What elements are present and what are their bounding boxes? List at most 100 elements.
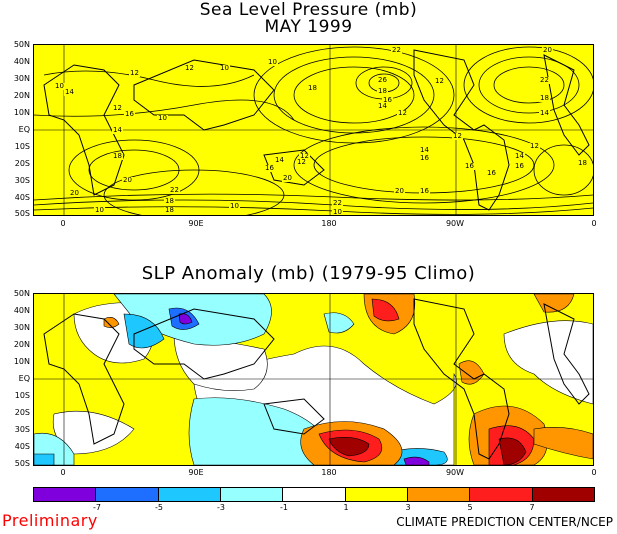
contour-label: 16	[486, 169, 497, 177]
contour-label: 14	[377, 102, 388, 110]
contour-label: 22	[332, 199, 343, 207]
contour-label: 18	[307, 84, 318, 92]
lat-label: 20N	[13, 91, 30, 100]
contour-label: 14	[514, 152, 525, 160]
lon-label: 0	[60, 219, 66, 228]
lat-label: 20S	[14, 159, 30, 168]
contour-label: 14	[64, 88, 75, 96]
anomaly-colorbar	[33, 487, 595, 502]
contour-label: 10	[94, 206, 105, 214]
lon-label: 90W	[445, 468, 465, 477]
colorbar-swatch	[345, 488, 408, 501]
contour-label: 20	[542, 46, 553, 54]
colorbar-tick-label: -5	[155, 503, 163, 512]
lat-label: 20S	[14, 408, 30, 417]
contour-label: 12	[299, 152, 310, 160]
top-map-title: Sea Level Pressure (mb)	[199, 0, 418, 20]
lon-label: 90E	[188, 468, 204, 477]
contour-label: 10	[54, 82, 65, 90]
colorbar-swatch	[158, 488, 221, 501]
contour-label: 18	[164, 206, 175, 214]
contour-label: 14	[112, 126, 123, 134]
contour-label: 12	[184, 64, 195, 72]
anomaly-map-svg	[34, 294, 593, 465]
contour-label: 12	[129, 69, 140, 77]
lat-label: 30N	[13, 74, 30, 83]
colorbar-swatch	[96, 488, 159, 501]
contour-label: 14	[539, 109, 550, 117]
contour-label: 16	[514, 162, 525, 170]
contour-label: 14	[274, 156, 285, 164]
contour-label: 26	[377, 76, 388, 84]
lat-label: 30S	[14, 176, 30, 185]
colorbar-swatch	[532, 488, 594, 501]
lat-label: 20N	[13, 340, 30, 349]
lat-label: 50S	[14, 209, 30, 218]
contour-label: 16	[264, 164, 275, 172]
lat-label: 50N	[13, 289, 30, 298]
lon-label: 90W	[445, 219, 465, 228]
contour-label: 10	[267, 58, 278, 66]
contour-label: 18	[377, 87, 388, 95]
lat-label: 30N	[13, 323, 30, 332]
contour-label: 20	[394, 187, 405, 195]
colorbar-tick-label: 7	[529, 503, 535, 512]
contour-label: 20	[69, 189, 80, 197]
contour-label: 12	[112, 104, 123, 112]
lon-label: 0	[591, 468, 597, 477]
contour-label: 14	[419, 146, 430, 154]
colorbar-tick-label: -1	[280, 503, 288, 512]
slp-map-svg	[34, 45, 593, 215]
contour-label: 18	[539, 94, 550, 102]
contour-label: 10	[229, 202, 240, 210]
colorbar-swatch	[407, 488, 471, 501]
lat-label: 50N	[13, 40, 30, 49]
colorbar-tick-label: 1	[343, 503, 349, 512]
contour-label: 16	[464, 162, 475, 170]
contour-label: 12	[434, 77, 445, 85]
contour-label: 18	[164, 197, 175, 205]
lat-label: 10S	[14, 142, 30, 151]
contour-label: 20	[282, 174, 293, 182]
lon-label: 180	[321, 468, 337, 477]
contour-label: 20	[122, 176, 133, 184]
contour-label: 22	[391, 46, 402, 54]
colorbar-swatch	[34, 488, 97, 501]
contour-label: 18	[112, 152, 123, 160]
colorbar-swatch	[470, 488, 533, 501]
credit-label: CLIMATE PREDICTION CENTER/NCEP	[396, 515, 613, 529]
contour-label: 16	[419, 187, 430, 195]
contour-label: 18	[577, 159, 588, 167]
lon-label: 180	[321, 219, 337, 228]
lat-label: 40S	[14, 193, 30, 202]
colorbar-tick-label: -3	[217, 503, 225, 512]
contour-label: 16	[382, 96, 393, 104]
contour-label: 12	[296, 158, 307, 166]
lon-label: 0	[60, 468, 66, 477]
colorbar-tick-label: 3	[405, 503, 411, 512]
contour-label: 10	[219, 64, 230, 72]
contour-label: 10	[157, 114, 168, 122]
colorbar-swatch	[283, 488, 346, 501]
contour-label: 22	[169, 186, 180, 194]
contour-label: 12	[397, 109, 408, 117]
colorbar-tick-label: -7	[93, 503, 101, 512]
preliminary-label: Preliminary	[2, 511, 98, 530]
lat-label: 10N	[13, 108, 30, 117]
lat-label: EQ	[18, 374, 30, 383]
lat-label: 40N	[13, 57, 30, 66]
lat-label: 10N	[13, 357, 30, 366]
anomaly-map-title: SLP Anomaly (mb) (1979-95 Climo)	[141, 263, 476, 284]
colorbar-tick-label: 5	[467, 503, 473, 512]
colorbar-swatch	[220, 488, 284, 501]
lat-label: 10S	[14, 391, 30, 400]
lat-label: EQ	[18, 125, 30, 134]
contour-label: 22	[539, 76, 550, 84]
contour-label: 12	[529, 142, 540, 150]
contour-label: 12	[452, 132, 463, 140]
slp-map: 10 14 12 12 10 10 22 20 26 22 18 12 18 1…	[33, 44, 594, 216]
top-map-date: MAY 1999	[264, 17, 353, 37]
lat-label: 40N	[13, 306, 30, 315]
lat-label: 50S	[14, 459, 30, 468]
lat-label: 40S	[14, 442, 30, 451]
